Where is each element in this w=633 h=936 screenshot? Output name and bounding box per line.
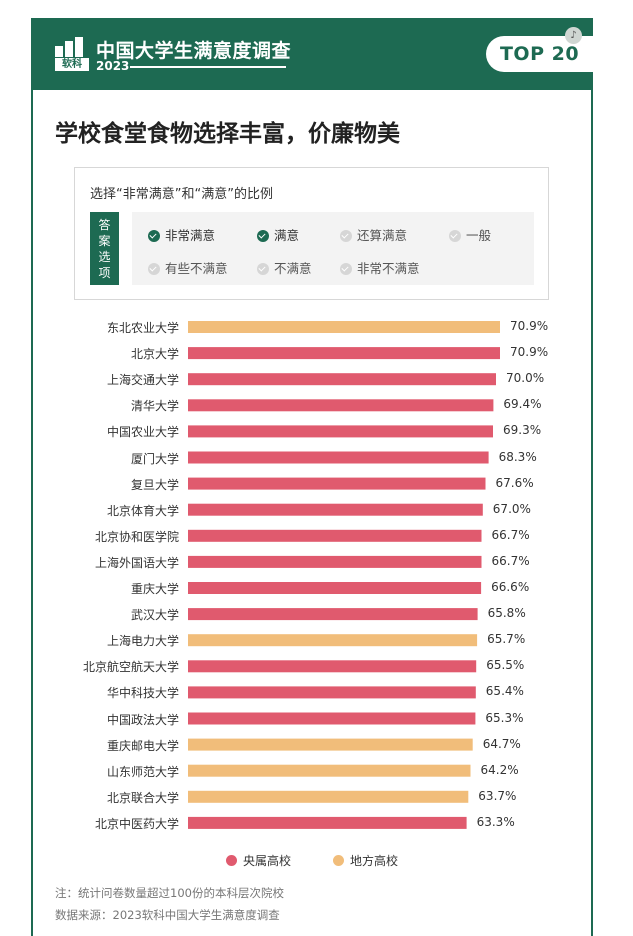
answer-option: 满意: [257, 225, 299, 244]
unchecked-icon: [148, 263, 160, 275]
answer-option: 不满意: [257, 258, 312, 277]
answer-option: 非常满意: [148, 225, 215, 244]
legend-item-central: 央属高校: [226, 852, 291, 869]
category-label: 北京体育大学: [106, 503, 179, 518]
category-label: 复旦大学: [130, 477, 179, 492]
value-label: 63.3%: [476, 814, 515, 829]
value-label: 70.9%: [510, 345, 549, 360]
value-label: 67.6%: [495, 475, 534, 490]
category-label: 中国农业大学: [106, 425, 179, 440]
unchecked-icon: [340, 263, 352, 275]
answer-option-label: 非常不满意: [357, 261, 420, 276]
value-label: 63.7%: [478, 788, 517, 803]
category-label: 中国政法大学: [106, 712, 179, 727]
answer-options-panel: [132, 212, 534, 285]
answer-tag: 答案选项: [90, 212, 119, 285]
unchecked-icon: [257, 263, 269, 275]
check-icon: [257, 230, 269, 242]
answer-option: 还算满意: [340, 225, 407, 244]
page-title: 学校食堂食物选择丰富，价廉物美: [55, 121, 400, 147]
answer-option: 一般: [449, 225, 491, 244]
value-label: 64.2%: [480, 762, 519, 777]
answer-option-label: 非常满意: [165, 228, 216, 243]
legend-label-central: 央属高校: [243, 854, 292, 868]
category-label: 北京联合大学: [106, 790, 179, 805]
value-label: 65.7%: [487, 632, 526, 647]
value-label: 67.0%: [492, 501, 531, 516]
answer-option-label: 有些不满意: [165, 261, 228, 276]
value-label: 64.7%: [482, 736, 521, 751]
category-label: 重庆大学: [130, 582, 179, 596]
data-source: 数据来源：2023软科中国大学生满意度调查: [55, 908, 280, 922]
legend-swatch-central: [226, 855, 237, 866]
value-label: 66.6%: [491, 580, 530, 594]
answer-option: 有些不满意: [148, 258, 228, 277]
value-label: 70.0%: [506, 371, 545, 386]
survey-year: 2023: [96, 59, 130, 73]
answer-option-label: 一般: [466, 228, 492, 243]
category-label: 上海外国语大学: [94, 555, 179, 570]
logo-bars-icon: [55, 37, 89, 57]
category-label: 北京大学: [130, 347, 179, 362]
value-label: 65.3%: [485, 710, 524, 725]
unchecked-icon: [340, 230, 352, 242]
footnote: 注：统计问卷数量超过100份的本科层次院校: [55, 886, 284, 900]
value-label: 69.4%: [503, 397, 542, 412]
value-label: 70.9%: [510, 319, 549, 333]
answer-option-label: 还算满意: [357, 228, 408, 243]
value-label: 65.8%: [487, 606, 526, 621]
survey-title: 中国大学生满意度调查: [96, 40, 292, 62]
top-badge: TOP 20: [486, 36, 593, 72]
category-label: 厦门大学: [130, 451, 179, 466]
answer-option-label: 不满意: [274, 261, 312, 276]
ruanke-logo: 软科: [55, 37, 89, 71]
value-label: 66.7%: [491, 527, 530, 542]
legend-swatch-local: [333, 855, 344, 866]
value-label: 65.4%: [485, 684, 524, 699]
value-label: 68.3%: [498, 449, 537, 464]
category-label: 东北农业大学: [106, 321, 179, 335]
category-label: 上海交通大学: [106, 373, 179, 388]
answer-tag-text: 答案选项: [98, 218, 111, 280]
category-label: 北京协和医学院: [94, 529, 179, 544]
value-label: 65.5%: [486, 658, 525, 673]
check-icon: [148, 230, 160, 242]
unchecked-icon: [449, 230, 461, 242]
answer-option: 非常不满意: [340, 258, 420, 277]
answer-option-label: 满意: [274, 228, 300, 243]
legend-item-local: 地方高校: [333, 852, 398, 869]
header-underline: [130, 66, 286, 68]
value-label: 66.7%: [491, 553, 530, 568]
category-label: 北京航空航天大学: [82, 660, 179, 675]
category-label: 清华大学: [130, 399, 179, 414]
category-label: 上海电力大学: [106, 634, 179, 649]
logo-text: 软科: [55, 58, 89, 71]
category-label: 重庆邮电大学: [106, 738, 179, 753]
category-label: 山东师范大学: [106, 764, 179, 779]
value-label: 69.3%: [503, 423, 542, 438]
category-label: 武汉大学: [130, 608, 179, 623]
legend-label-local: 地方高校: [350, 854, 399, 868]
answer-heading: 选择“非常满意”和“满意”的比例: [90, 187, 273, 202]
share-icon[interactable]: ♪: [565, 27, 582, 44]
category-label: 北京中医药大学: [94, 816, 179, 831]
category-label: 华中科技大学: [106, 686, 179, 701]
